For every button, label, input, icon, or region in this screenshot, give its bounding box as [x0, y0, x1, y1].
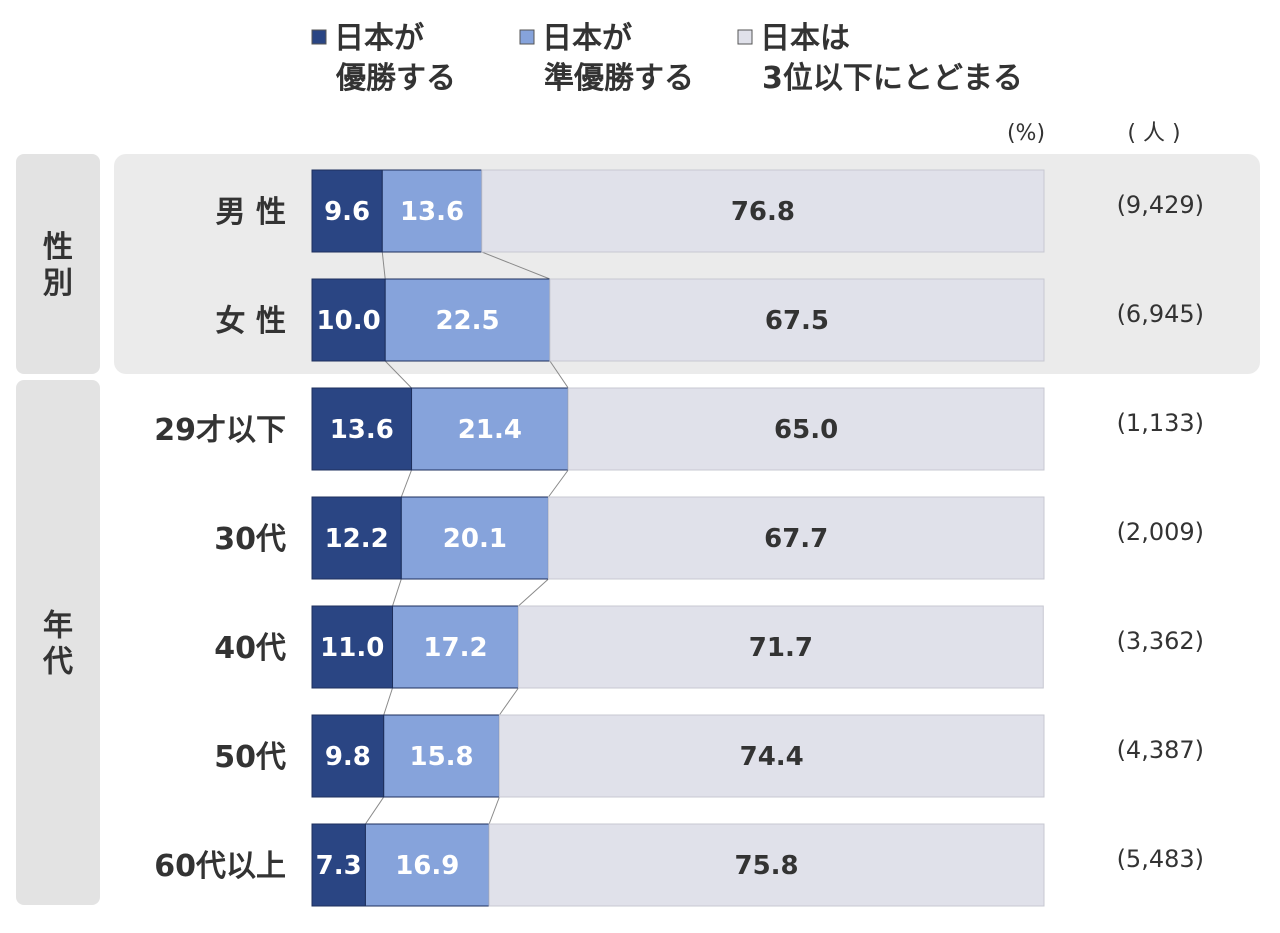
bar-value-label: 76.8 — [731, 197, 795, 227]
connector-line — [549, 360, 569, 389]
connector-line — [381, 251, 386, 280]
bar-value-label: 65.0 — [774, 415, 838, 445]
bar-value-label: 13.6 — [330, 415, 394, 445]
count-label: (3,362) — [1117, 627, 1204, 655]
count-label: (2,009) — [1117, 518, 1204, 546]
bar-segment — [498, 714, 1045, 798]
bar-segment — [547, 496, 1045, 580]
bar-value-label: 16.9 — [395, 851, 459, 881]
bar-value-label: 9.6 — [324, 197, 370, 227]
bar-segment — [549, 278, 1045, 362]
bar-segment — [400, 496, 549, 580]
bar-segment — [488, 823, 1045, 907]
group-tab-0 — [16, 154, 100, 374]
bar-value-label: 22.5 — [435, 306, 499, 336]
bar-segment — [311, 823, 366, 907]
connector-line — [548, 469, 569, 498]
bar-value-label: 13.6 — [400, 197, 464, 227]
legend-swatch-2 — [737, 29, 753, 45]
legend-label-0: 日本が優勝する — [334, 21, 456, 96]
bar-value-label: 67.5 — [765, 306, 829, 336]
category-label: 女 性 — [216, 304, 286, 339]
connector-line — [518, 578, 549, 607]
bar-value-label: 21.4 — [458, 415, 522, 445]
count-label: (4,387) — [1117, 736, 1204, 764]
category-label: 男 性 — [216, 195, 286, 230]
legend-swatch-0 — [311, 29, 327, 45]
bar-segment — [567, 387, 1045, 471]
bar-value-label: 15.8 — [409, 742, 473, 772]
bar-segment — [384, 278, 551, 362]
count-label: (9,429) — [1117, 191, 1204, 219]
bar-value-label: 12.2 — [325, 524, 389, 554]
bar-segment — [311, 714, 385, 798]
connector-line — [498, 687, 519, 716]
connector-line — [400, 469, 413, 498]
bar-value-label: 17.2 — [423, 633, 487, 663]
count-label: (6,945) — [1117, 300, 1204, 328]
bar-segment — [383, 714, 500, 798]
count-unit-label: ( 人 ) — [1127, 121, 1180, 146]
connector-line — [365, 796, 385, 825]
group-label-1: 年代 — [42, 609, 73, 680]
connector-line — [481, 251, 551, 280]
bar-value-label: 20.1 — [443, 524, 507, 554]
bar-value-label: 11.0 — [320, 633, 384, 663]
count-label: (1,133) — [1117, 409, 1204, 437]
legend-label-1: 日本が準優勝する — [542, 21, 694, 96]
percent-unit-label: (%) — [1007, 121, 1045, 146]
bar-segment — [381, 169, 483, 253]
category-label: 60代以上 — [154, 849, 286, 884]
bar-segment — [517, 605, 1044, 689]
bar-segment — [311, 605, 394, 689]
bar-segment — [392, 605, 519, 689]
bar-value-label: 7.3 — [316, 851, 362, 881]
bar-value-label: 74.4 — [740, 742, 804, 772]
category-label: 40代 — [214, 631, 286, 666]
legend-swatch-1 — [519, 29, 535, 45]
bar-value-label: 71.7 — [749, 633, 813, 663]
group-label-0: 性別 — [43, 230, 73, 301]
connector-line — [383, 687, 393, 716]
bar-segment — [311, 278, 386, 362]
bar-value-label: 9.8 — [325, 742, 371, 772]
connector-line — [384, 360, 412, 389]
bar-segment — [311, 387, 413, 471]
category-label: 50代 — [214, 740, 286, 775]
category-label: 30代 — [214, 522, 286, 557]
bar-segment — [481, 169, 1045, 253]
legend-label-2: 日本は 3位以下にとどまる — [760, 21, 1023, 96]
connector-line — [392, 578, 402, 607]
bar-value-label: 10.0 — [317, 306, 381, 336]
category-label: 29才以下 — [154, 413, 286, 448]
count-label: (5,483) — [1117, 845, 1204, 873]
bar-value-label: 67.7 — [764, 524, 828, 554]
connector-line — [488, 796, 500, 825]
bar-segment — [311, 496, 402, 580]
bar-segment — [411, 387, 569, 471]
group-tab-1 — [16, 380, 100, 905]
bar-value-label: 75.8 — [734, 851, 798, 881]
